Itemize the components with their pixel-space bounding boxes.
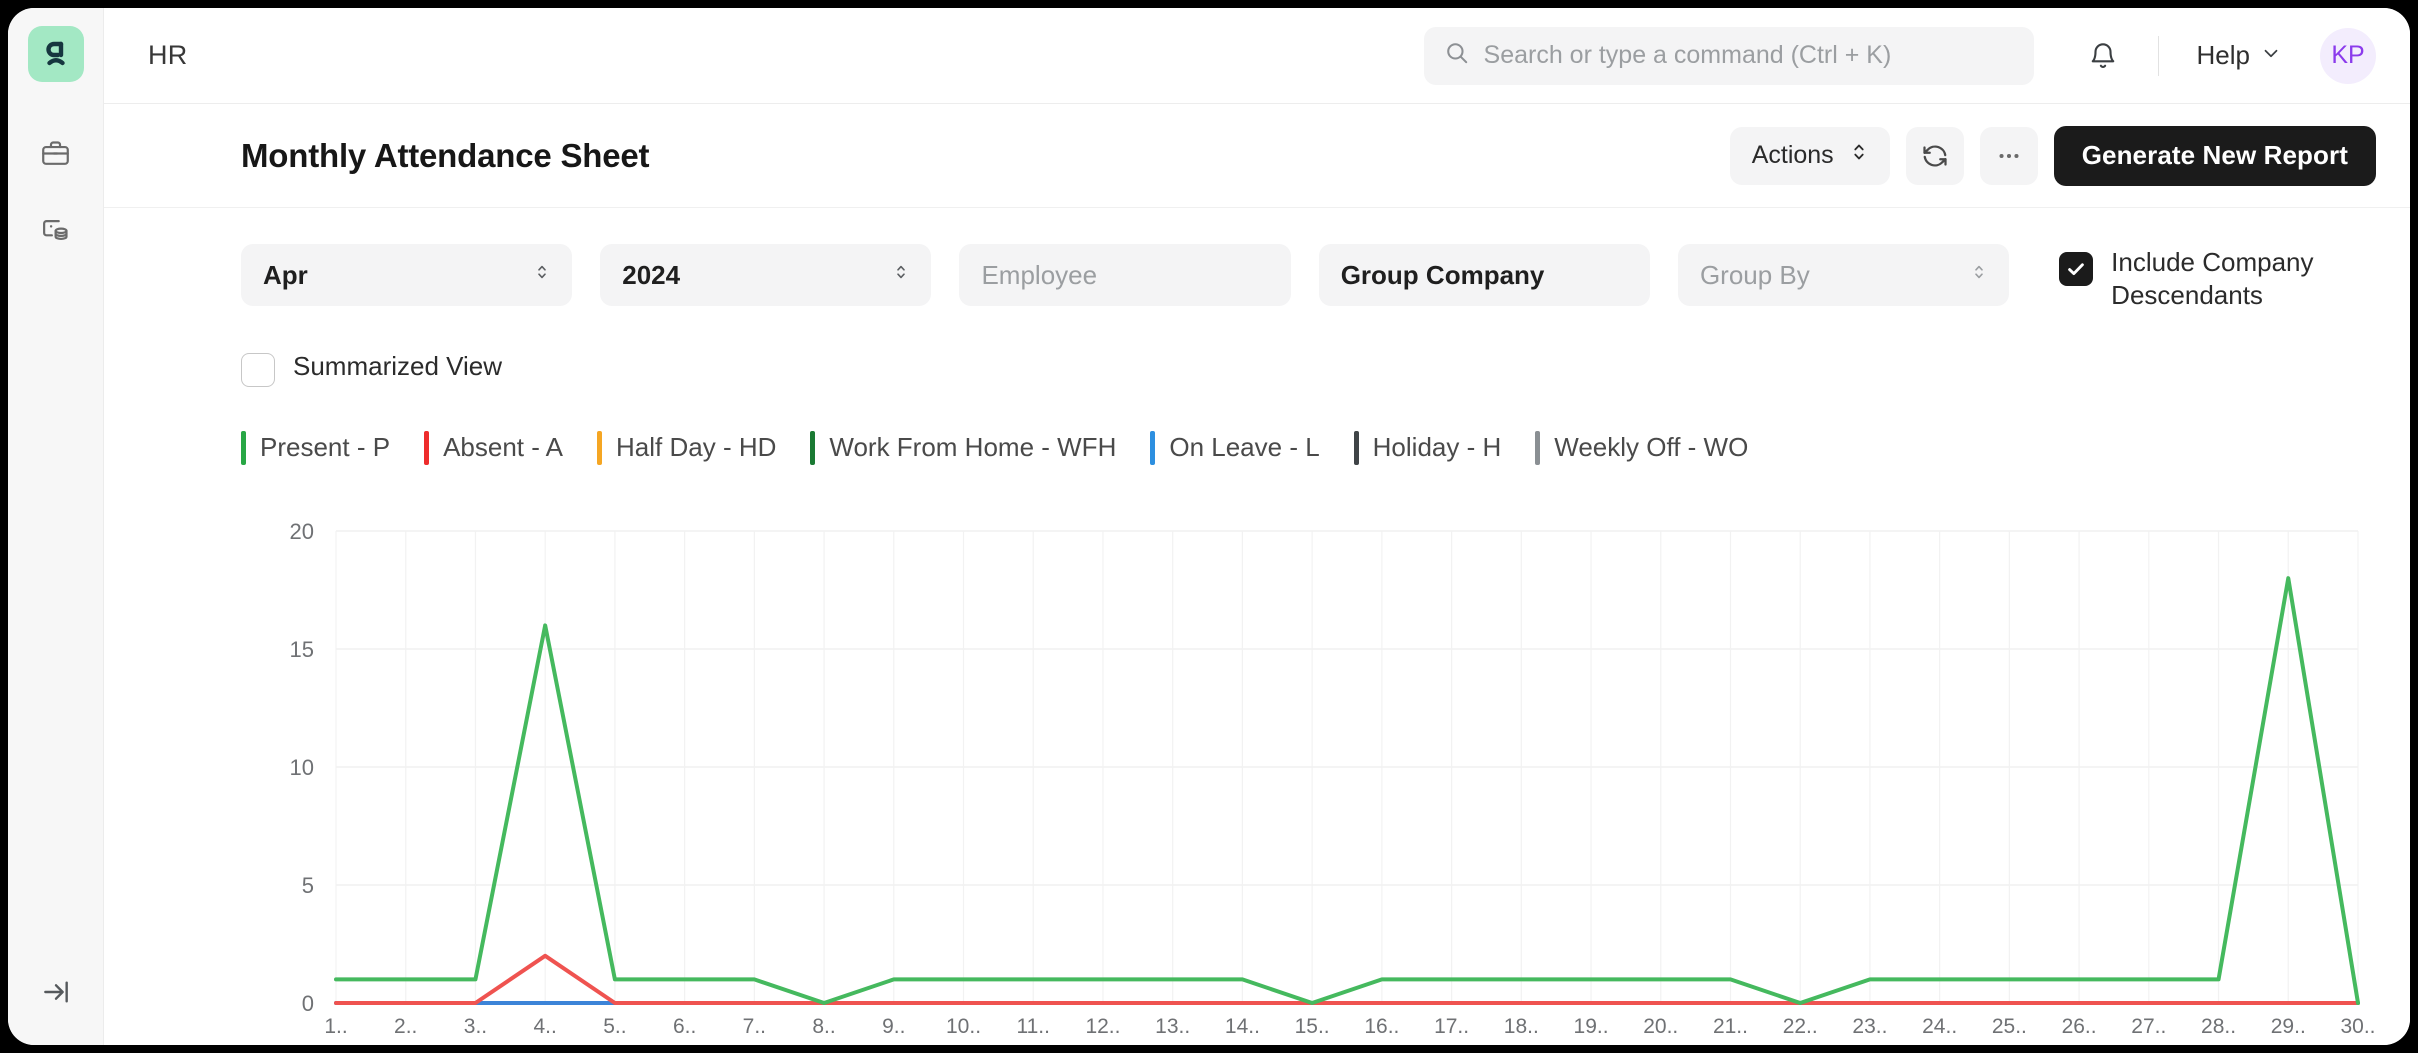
main-column: HR Search or type a command (Ctrl + K) (104, 8, 2410, 1045)
page-title: Monthly Attendance Sheet (241, 136, 650, 174)
page-header: Monthly Attendance Sheet Actions (104, 104, 2410, 208)
filter-group-by-placeholder: Group By (1699, 259, 1810, 290)
legend-item-holiday[interactable]: Holiday - H (1353, 430, 1502, 465)
legend-item-on-leave[interactable]: On Leave - L (1150, 430, 1320, 465)
filter-group-by-select[interactable]: Group By (1677, 244, 2010, 306)
legend-label: Work From Home - WFH (829, 432, 1117, 463)
checkbox-unchecked-icon (241, 352, 275, 387)
chevron-updown-icon (1850, 139, 1868, 172)
legend-item-half-day[interactable]: Half Day - HD (597, 430, 777, 465)
search-input[interactable]: Search or type a command (Ctrl + K) (1423, 26, 2034, 85)
ellipsis-icon[interactable] (1979, 126, 2038, 185)
filter-month-value: Apr (263, 259, 308, 290)
filter-month-select[interactable]: Apr (241, 244, 573, 306)
legend-color-swatch (597, 430, 603, 465)
refresh-icon[interactable] (1905, 126, 1964, 185)
legend-color-swatch (1353, 430, 1359, 465)
legend-color-swatch (241, 430, 246, 465)
sidebar-item-briefcase[interactable] (29, 126, 83, 180)
legend-item-present[interactable]: Present - P (241, 430, 391, 465)
search-placeholder: Search or type a command (Ctrl + K) (1483, 41, 1892, 69)
legend-label: Holiday - H (1372, 432, 1502, 463)
filter-year-value: 2024 (622, 259, 681, 290)
page-body: Apr 2024 Employe (104, 208, 2410, 1045)
navbar-right-group: Help KP (2074, 27, 2376, 85)
chevron-updown-icon (534, 260, 550, 291)
chart-vertical-gridlines (335, 530, 2359, 1003)
navbar-divider (2157, 35, 2159, 76)
header-actions: Actions (1729, 125, 2376, 186)
include-company-descendants-checkbox[interactable]: Include Company Descendants (2059, 244, 2376, 313)
left-sidebar-rail (8, 8, 104, 1045)
chart-legend: Present - P Absent - A Half Day - HD Wor… (241, 430, 2376, 465)
filter-employee-input[interactable]: Employee (959, 244, 1291, 306)
summarized-view-checkbox[interactable]: Summarized View (241, 347, 2376, 387)
filter-company-value: Group Company (1340, 259, 1545, 290)
summarized-view-label: Summarized View (293, 350, 503, 381)
chart-series-line (334, 953, 2360, 1005)
filter-row: Apr 2024 Employe (241, 244, 2376, 313)
legend-color-swatch (1150, 430, 1156, 465)
expand-sidebar-icon[interactable] (29, 965, 83, 1019)
legend-label: Half Day - HD (616, 432, 777, 463)
legend-item-weekly-off[interactable]: Weekly Off - WO (1535, 430, 1749, 465)
legend-label: On Leave - L (1169, 432, 1320, 463)
help-menu[interactable]: Help (2185, 32, 2294, 79)
search-icon (1444, 40, 1470, 71)
legend-label: Absent - A (443, 432, 564, 463)
legend-item-work-from-home[interactable]: Work From Home - WFH (810, 430, 1117, 465)
attendance-line-chart: 0 5 10 15 20 1.. 2.. 3.. 4.. 5.. 6.. 7.. 8.. 9.. 10..… (241, 519, 2376, 1045)
legend-color-swatch (424, 430, 430, 465)
filter-company-input[interactable]: Group Company (1318, 244, 1650, 306)
help-label: Help (2196, 40, 2250, 70)
chart-canvas (334, 529, 2360, 1005)
chart-series-group (334, 575, 2360, 1005)
checkbox-checked-icon (2059, 252, 2094, 286)
legend-color-swatch (810, 430, 816, 465)
app-window: HR Search or type a command (Ctrl + K) (8, 8, 2410, 1045)
bell-icon[interactable] (2074, 27, 2132, 85)
frappe-hr-logo-icon[interactable] (27, 26, 84, 82)
legend-label: Weekly Off - WO (1554, 432, 1749, 463)
chart-gridlines (336, 529, 2358, 1004)
chevron-updown-icon (893, 260, 909, 291)
legend-label: Present - P (260, 432, 391, 463)
sidebar-item-records[interactable] (29, 202, 83, 256)
chevron-down-icon (2260, 40, 2282, 71)
generate-new-report-button[interactable]: Generate New Report (2053, 125, 2376, 186)
actions-label: Actions (1751, 141, 1834, 169)
filter-year-select[interactable]: 2024 (600, 244, 932, 306)
legend-item-absent[interactable]: Absent - A (424, 430, 564, 465)
include-company-descendants-label: Include Company Descendants (2111, 247, 2314, 311)
top-navbar: HR Search or type a command (Ctrl + K) (104, 8, 2410, 104)
filter-employee-placeholder: Employee (981, 259, 1098, 290)
avatar[interactable]: KP (2320, 27, 2376, 84)
legend-color-swatch (1535, 430, 1541, 465)
breadcrumb[interactable]: HR (148, 40, 188, 70)
chart-series-line (334, 575, 2360, 1005)
actions-button[interactable]: Actions (1729, 126, 1890, 185)
chevron-updown-icon (1971, 260, 1987, 291)
